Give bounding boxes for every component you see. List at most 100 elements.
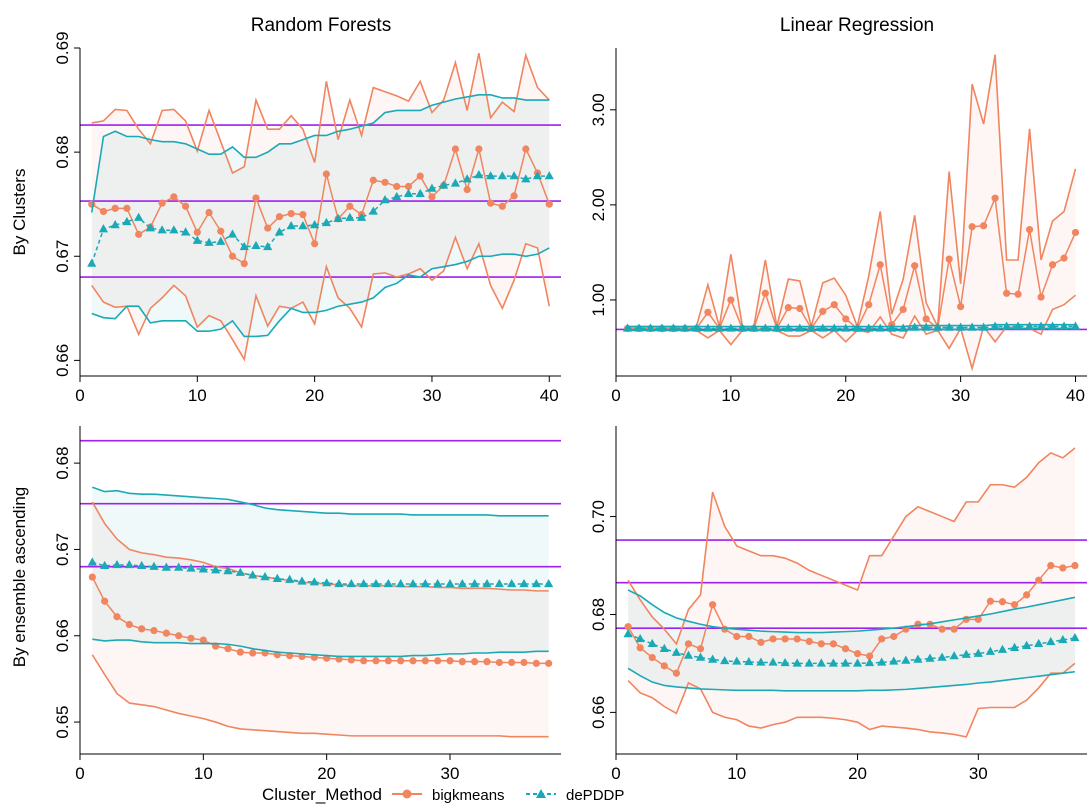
point-depddp (122, 216, 132, 226)
bound-upper-depddp (627, 589, 1076, 634)
point-depddp (383, 578, 393, 588)
point-depddp (161, 562, 171, 571)
point-depddp (544, 171, 554, 180)
panel-lr-ensemble: 0 10 20 30 0.66 0.68 0.70 (589, 426, 1087, 783)
point-depddp (482, 578, 492, 588)
point-depddp (749, 323, 759, 332)
point-bigkmeans (135, 230, 143, 238)
point-bigkmeans (1060, 254, 1068, 262)
point-depddp (186, 563, 196, 572)
point-depddp (359, 578, 369, 588)
bound-lower-depddp (92, 638, 549, 658)
point-bigkmeans (890, 632, 898, 641)
point-depddp (1009, 642, 1020, 651)
point-bigkmeans (170, 193, 178, 201)
point-depddp (248, 570, 258, 579)
x-tick-label: 20 (848, 764, 867, 783)
point-bigkmeans (347, 656, 355, 664)
point-bigkmeans (287, 209, 295, 218)
point-depddp (829, 323, 839, 332)
x-tick-label: 0 (75, 764, 84, 783)
point-depddp (921, 322, 931, 331)
point-depddp (396, 578, 406, 588)
point-depddp (198, 564, 208, 573)
point-bigkmeans (1025, 225, 1034, 234)
point-bigkmeans (733, 632, 741, 641)
point-depddp (714, 323, 724, 332)
point-depddp (792, 658, 802, 667)
point-depddp (937, 652, 947, 661)
point-depddp (772, 323, 782, 332)
point-depddp (634, 323, 644, 332)
point-depddp (321, 217, 331, 227)
point-bigkmeans (878, 635, 886, 643)
point-depddp (1034, 638, 1044, 648)
point-bigkmeans (866, 652, 874, 660)
point-depddp (691, 323, 702, 332)
point-depddp (427, 183, 437, 192)
point-depddp (334, 578, 344, 588)
point-depddp (494, 578, 504, 588)
point-depddp (519, 578, 529, 588)
point-depddp (286, 221, 296, 230)
point-bigkmeans (193, 228, 201, 236)
ribbon-bigkmeans (627, 54, 1076, 369)
bound-upper-bigkmeans (91, 52, 550, 175)
point-depddp (211, 565, 221, 574)
legend-depddp-marker (536, 789, 546, 798)
bound-lower-bigkmeans (627, 662, 1076, 738)
mean-line-depddp (627, 325, 1076, 330)
point-bigkmeans (709, 601, 717, 609)
point-depddp (223, 566, 233, 575)
point-depddp (744, 656, 754, 666)
point-depddp (659, 643, 669, 652)
point-depddp (910, 322, 920, 331)
legend-item-depddp: dePDDP (566, 787, 624, 804)
point-depddp (274, 227, 285, 236)
point-bigkmeans (217, 227, 225, 235)
point-bigkmeans (819, 307, 827, 315)
point-depddp (420, 578, 430, 588)
point-depddp (997, 644, 1008, 653)
x-tick-label: 0 (611, 386, 620, 405)
point-bigkmeans (199, 636, 207, 644)
point-bigkmeans (980, 222, 988, 230)
point-depddp (124, 559, 134, 569)
point-depddp (1024, 321, 1035, 330)
point-depddp (380, 195, 390, 204)
point-depddp (87, 258, 97, 267)
point-depddp (544, 578, 554, 588)
point-depddp (933, 322, 943, 331)
point-bigkmeans (205, 208, 213, 217)
y-tick-label: 0.67 (53, 533, 72, 566)
point-depddp (901, 655, 911, 664)
point-depddp (470, 578, 480, 588)
point-bigkmeans (636, 644, 644, 652)
bound-upper-depddp (90, 94, 550, 213)
point-bigkmeans (986, 597, 994, 605)
ribbon-bigkmeans (92, 501, 549, 737)
point-depddp (239, 241, 249, 251)
point-depddp (145, 223, 155, 232)
point-depddp (309, 577, 319, 586)
point-depddp (1058, 634, 1068, 644)
panel-rf-ensemble: 0 10 20 30 0.65 0.66 0.67 0.68 (53, 426, 561, 783)
point-bigkmeans (487, 199, 495, 207)
point-bigkmeans (957, 302, 965, 311)
point-bigkmeans (381, 178, 389, 186)
point-depddp (433, 578, 443, 588)
point-bigkmeans (968, 223, 976, 231)
point-depddp (285, 574, 295, 583)
mean-line-bigkmeans (91, 146, 550, 265)
point-depddp (408, 578, 418, 588)
point-bigkmeans (322, 170, 330, 178)
point-depddp (841, 323, 851, 332)
point-depddp (157, 225, 167, 234)
point-depddp (657, 323, 667, 332)
point-bigkmeans (853, 650, 862, 658)
point-bigkmeans (1048, 261, 1057, 269)
point-depddp (979, 322, 989, 331)
col-title-linear-regression: Linear Regression (780, 15, 934, 36)
x-tick-label: 0 (611, 764, 620, 783)
